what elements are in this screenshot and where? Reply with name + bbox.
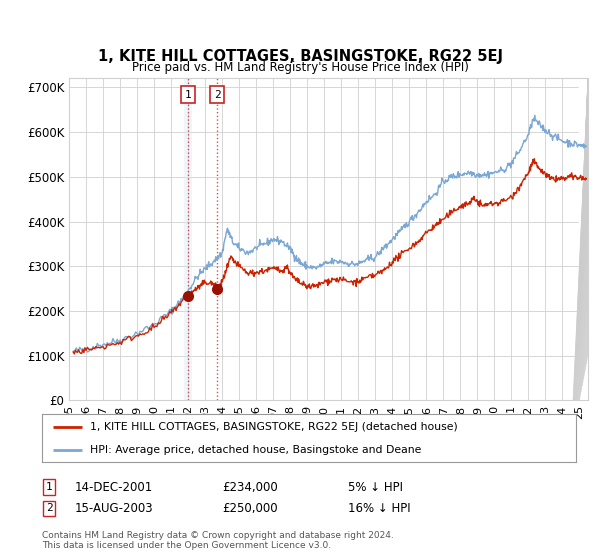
Bar: [184, 78, 193, 400]
Text: Price paid vs. HM Land Registry's House Price Index (HPI): Price paid vs. HM Land Registry's House …: [131, 61, 469, 74]
Text: 1, KITE HILL COTTAGES, BASINGSTOKE, RG22 5EJ: 1, KITE HILL COTTAGES, BASINGSTOKE, RG22…: [97, 49, 503, 64]
Text: Contains HM Land Registry data © Crown copyright and database right 2024.
This d: Contains HM Land Registry data © Crown c…: [42, 531, 394, 550]
Text: 2: 2: [46, 503, 53, 514]
Text: £234,000: £234,000: [222, 480, 278, 494]
Text: 2: 2: [214, 90, 220, 100]
Text: 5% ↓ HPI: 5% ↓ HPI: [348, 480, 403, 494]
Text: 1, KITE HILL COTTAGES, BASINGSTOKE, RG22 5EJ (detached house): 1, KITE HILL COTTAGES, BASINGSTOKE, RG22…: [90, 422, 458, 432]
Text: 16% ↓ HPI: 16% ↓ HPI: [348, 502, 410, 515]
Text: £250,000: £250,000: [222, 502, 278, 515]
Text: 1: 1: [185, 90, 191, 100]
Bar: [580, 78, 588, 400]
Text: HPI: Average price, detached house, Basingstoke and Deane: HPI: Average price, detached house, Basi…: [90, 445, 421, 455]
Text: 1: 1: [46, 482, 53, 492]
Text: 15-AUG-2003: 15-AUG-2003: [75, 502, 154, 515]
Text: 14-DEC-2001: 14-DEC-2001: [75, 480, 153, 494]
